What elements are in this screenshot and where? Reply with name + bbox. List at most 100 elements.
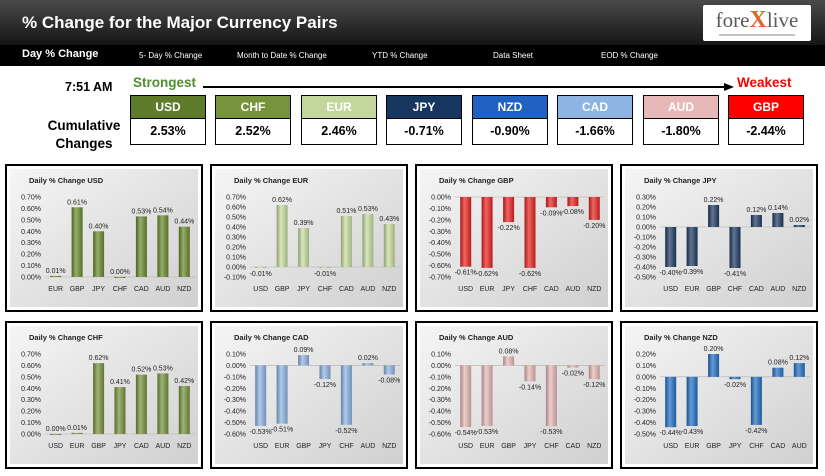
y-tick-label: -0.10% (224, 275, 246, 282)
chart-title: Daily % Change JPY (644, 176, 717, 185)
x-tick-label: CAD (544, 286, 559, 293)
x-tick-label: JPY (524, 443, 537, 450)
y-tick-label: 0.20% (636, 352, 656, 359)
chart-panel-gbp: Daily % Change GBP 0.00% -0.10% -0.20% -0.30… (415, 164, 613, 312)
y-tick-label: 0.00% (21, 275, 41, 282)
logo-wordmark: foreXlive (703, 8, 811, 32)
x-tick-label: NZD (792, 286, 806, 293)
x-tick-label: USD (458, 286, 473, 293)
currency-box-nzd: NZD -0.90% (472, 95, 548, 145)
chart-background (420, 326, 608, 464)
bar-eur (71, 432, 83, 434)
currency-code: AUD (643, 95, 719, 119)
data-label: -0.40% (660, 270, 682, 277)
currency-box-eur: EUR 2.46% (301, 95, 377, 145)
y-tick-label: -0.40% (634, 265, 656, 272)
y-tick-label: 0.30% (21, 397, 41, 404)
page-title: % Change for the Major Currency Pairs (22, 13, 338, 32)
data-label: 0.20% (704, 346, 724, 353)
data-label: -0.42% (745, 428, 767, 435)
x-tick-label: GBP (296, 443, 311, 450)
data-label: -0.12% (583, 382, 605, 389)
bar-jpy (298, 228, 310, 267)
logo-part-fore: fore (715, 8, 750, 32)
bar-cad (772, 367, 784, 377)
x-tick-label: CAD (749, 286, 764, 293)
bar-chf (524, 197, 536, 268)
currency-code: CAD (557, 95, 633, 119)
title-banner: % Change for the Major Currency Pairs fo… (0, 0, 825, 45)
bar-chf (319, 267, 331, 268)
x-tick-label: AUD (792, 443, 807, 450)
bar-eur (276, 365, 288, 424)
bar-gbp (276, 205, 288, 267)
currency-change-value: -0.90% (472, 119, 548, 145)
tab-data-sheet[interactable]: Data Sheet (493, 51, 534, 60)
bar-eur (686, 227, 698, 266)
y-tick-label: -0.30% (429, 229, 451, 236)
x-tick-label: GBP (501, 443, 516, 450)
tab-eod-change[interactable]: EOD % Change (601, 51, 658, 60)
x-tick-label: EUR (480, 286, 495, 293)
tab-day-change[interactable]: Day % Change (22, 48, 99, 60)
x-tick-label: CAD (134, 286, 149, 293)
currency-box-cad: CAD -1.66% (557, 95, 633, 145)
y-tick-label: 0.00% (226, 363, 246, 370)
bar-eur (481, 365, 493, 426)
currency-box-gbp: GBP -2.44% (728, 95, 804, 145)
data-label: -0.53% (540, 429, 562, 436)
x-tick-label: NZD (587, 443, 601, 450)
x-tick-label: CAD (134, 443, 149, 450)
y-tick-label: 0.20% (21, 409, 41, 416)
y-tick-label: -0.40% (429, 409, 451, 416)
x-tick-label: AUD (361, 443, 376, 450)
y-tick-label: 0.00% (226, 265, 246, 272)
bar-nzd (588, 197, 600, 220)
currency-change-value: -1.66% (557, 119, 633, 145)
y-tick-label: -0.50% (429, 252, 451, 259)
x-tick-label: NZD (177, 286, 191, 293)
y-tick-label: 0.00% (636, 374, 656, 381)
x-tick-label: CHF (544, 443, 558, 450)
currency-change-value: 2.53% (130, 119, 206, 145)
y-tick-label: 0.00% (21, 432, 41, 439)
data-label: -0.62% (476, 271, 498, 278)
tab-ytd-change[interactable]: YTD % Change (372, 51, 428, 60)
chart-title: Daily % Change CAD (234, 333, 309, 342)
data-label: 0.53% (131, 208, 151, 215)
bar-aud (362, 363, 374, 366)
currency-box-jpy: JPY -0.71% (386, 95, 462, 145)
bar-cad (340, 216, 352, 267)
x-tick-label: EUR (685, 286, 700, 293)
chart-chf: Daily % Change CHF 0.70% 0.60% 0.50% 0.40% 0.… (10, 326, 198, 464)
data-label: 0.39% (294, 220, 314, 227)
bar-jpy (729, 376, 741, 380)
currency-change-value: -1.80% (643, 119, 719, 145)
bar-gbp (708, 354, 720, 377)
logo-tagline (719, 34, 795, 36)
y-tick-label: 0.10% (21, 420, 41, 427)
y-tick-label: -0.30% (224, 397, 246, 404)
data-label: -0.02% (562, 371, 584, 378)
y-tick-label: -0.40% (634, 420, 656, 427)
currency-box-chf: CHF 2.52% (215, 95, 291, 145)
bar-cad (750, 215, 762, 227)
data-label: -0.51% (271, 427, 293, 434)
tab-month-to-date-change[interactable]: Month to Date % Change (237, 51, 327, 60)
chart-background (215, 326, 403, 464)
data-label: -0.44% (660, 430, 682, 437)
bar-chf (545, 365, 557, 426)
cumulative-label-line1: Cumulative (47, 118, 121, 133)
bar-aud (157, 373, 169, 434)
bar-nzd (178, 226, 190, 277)
y-tick-label: -0.20% (429, 217, 451, 224)
data-label: 0.01% (67, 425, 87, 432)
strength-arrow (203, 83, 734, 91)
tab-5-day-change[interactable]: 5- Day % Change (139, 51, 203, 60)
bar-usd (50, 434, 62, 435)
chart-background (420, 169, 608, 307)
x-tick-label: CHF (728, 286, 742, 293)
chart-cad: Daily % Change CAD 0.10% 0.00% -0.10% -0.20%… (215, 326, 403, 464)
x-tick-label: AUD (771, 286, 786, 293)
y-tick-label: -0.30% (634, 255, 656, 262)
